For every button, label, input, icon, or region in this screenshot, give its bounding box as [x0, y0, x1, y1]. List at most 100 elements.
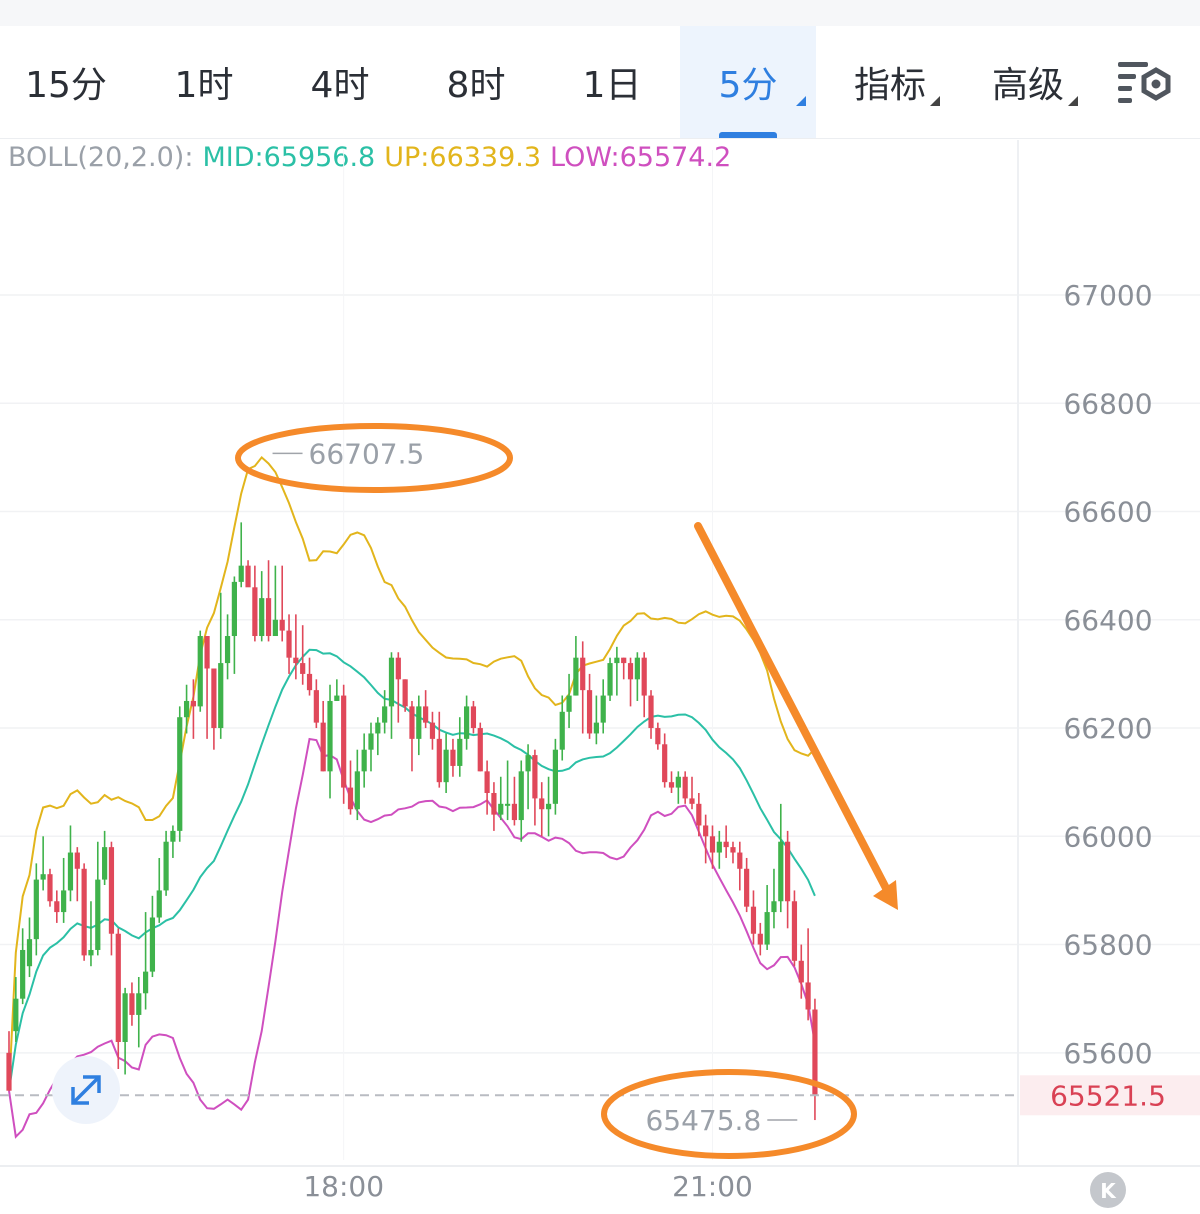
tab-1d[interactable]: 1日	[556, 26, 668, 138]
candle-body	[293, 657, 299, 664]
candle	[791, 890, 798, 967]
candle-body	[74, 852, 80, 869]
candle	[737, 841, 743, 891]
candle-body	[61, 890, 67, 913]
candle	[484, 760, 490, 815]
candle	[67, 825, 74, 902]
candle	[716, 830, 722, 869]
candle	[443, 733, 449, 793]
candle-body	[668, 782, 675, 788]
candle-body	[375, 722, 381, 734]
tab-indicators[interactable]: 指标	[830, 26, 950, 138]
candle	[40, 836, 46, 891]
chart-settings-button[interactable]	[1110, 56, 1174, 116]
candle	[95, 841, 101, 956]
candle-body	[504, 803, 511, 806]
candle-body	[566, 695, 572, 712]
candle	[361, 733, 367, 788]
candle-series	[6, 522, 818, 1121]
k-circle-icon: K	[1090, 1172, 1126, 1208]
candle	[703, 814, 709, 864]
candle-body	[156, 890, 162, 918]
candle	[689, 776, 695, 810]
candle-body	[696, 803, 702, 826]
candle-body	[190, 700, 197, 707]
candle	[231, 576, 237, 674]
candle-body	[388, 657, 395, 707]
candle	[341, 684, 347, 804]
candle	[20, 928, 26, 1005]
candle	[744, 857, 750, 913]
candle-body	[771, 901, 777, 913]
candle-body	[149, 917, 156, 972]
tab-1h[interactable]: 1时	[148, 26, 260, 138]
candle-body	[143, 971, 149, 994]
candle-body	[279, 619, 285, 631]
candle	[545, 776, 552, 837]
candle-body	[709, 836, 716, 853]
tab-4h[interactable]: 4时	[284, 26, 396, 138]
boll-mid-value: MID:65956.8	[202, 142, 376, 173]
candle-body	[402, 679, 408, 707]
candle	[129, 982, 135, 1026]
candle	[197, 630, 203, 712]
candle	[47, 868, 53, 907]
candle-body	[259, 598, 265, 637]
candle-body	[115, 933, 121, 1042]
candle	[600, 679, 606, 734]
high-low-markers: 66707.5 65475.8	[272, 437, 798, 1137]
candle	[504, 760, 511, 821]
annotation-layer	[235, 423, 898, 1159]
candle-body	[122, 993, 128, 1042]
tab-label: 1时	[174, 65, 234, 106]
tab-advanced[interactable]: 高级	[968, 26, 1088, 138]
candle	[327, 684, 333, 799]
candle	[812, 998, 818, 1121]
candle-body	[20, 949, 26, 999]
tab-8h[interactable]: 8时	[420, 26, 532, 138]
candle-body	[102, 847, 108, 880]
price-axis: 67000 66800 66600 66400 66200 66000 65800 65600	[1063, 279, 1152, 1070]
candle-body	[764, 912, 770, 945]
tab-label: 1日	[582, 65, 642, 106]
x-tick-label: 18:00	[303, 1170, 384, 1203]
tab-15m[interactable]: 15分	[10, 26, 122, 138]
candle	[552, 738, 558, 815]
y-tick-label: 66600	[1063, 496, 1152, 529]
candle-body	[170, 830, 176, 842]
tab-label: 8时	[446, 65, 506, 106]
candle-body	[108, 847, 115, 934]
candle	[320, 700, 326, 772]
candle-body	[286, 630, 292, 658]
candle	[108, 841, 115, 956]
candle	[156, 857, 162, 923]
low-marker-label: 65475.8	[645, 1104, 761, 1137]
candle	[347, 760, 354, 815]
candle	[416, 695, 422, 756]
candle	[532, 749, 538, 826]
candle	[354, 749, 360, 821]
candle-body	[621, 657, 627, 664]
candle	[163, 830, 169, 896]
dropdown-triangle-icon	[930, 96, 940, 106]
candle	[382, 690, 388, 734]
candle	[149, 895, 156, 978]
tab-5m[interactable]: 5分	[680, 26, 816, 138]
bollinger-bands	[8, 455, 816, 1139]
y-tick-label: 66800	[1063, 387, 1152, 420]
candle-body	[423, 706, 429, 723]
candle	[26, 917, 33, 978]
candle	[539, 782, 545, 837]
candle	[6, 1031, 12, 1091]
candle	[293, 614, 299, 680]
candle	[170, 825, 176, 858]
candle-body	[812, 1009, 818, 1096]
candle-body	[320, 722, 326, 772]
y-tick-label: 65800	[1063, 929, 1152, 962]
candle	[498, 776, 504, 821]
candle-body	[470, 706, 477, 729]
candle-body	[341, 695, 347, 788]
candle	[785, 830, 791, 929]
candle-body	[211, 668, 217, 729]
